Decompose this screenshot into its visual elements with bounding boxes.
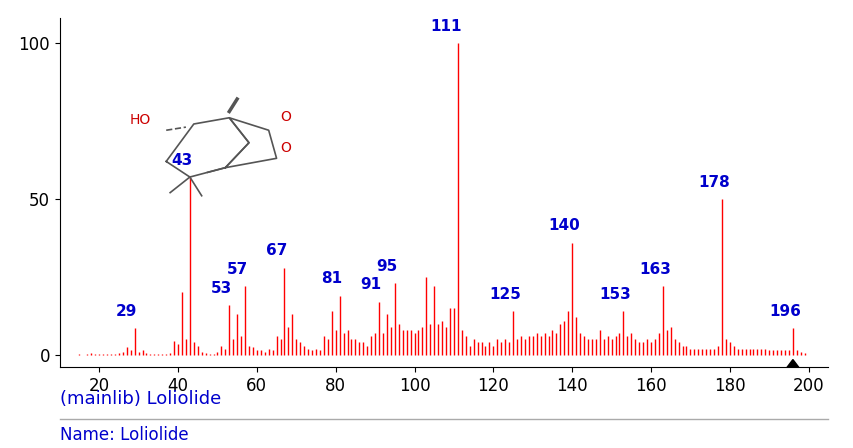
Text: 125: 125 bbox=[489, 287, 520, 302]
Text: 153: 153 bbox=[599, 287, 630, 302]
Text: 163: 163 bbox=[638, 262, 670, 277]
Text: 140: 140 bbox=[548, 218, 579, 233]
Text: O: O bbox=[280, 141, 291, 155]
Text: 53: 53 bbox=[211, 280, 232, 296]
Text: 29: 29 bbox=[116, 304, 137, 319]
Text: Name: Loliolide: Name: Loliolide bbox=[60, 426, 189, 444]
Text: 95: 95 bbox=[376, 259, 397, 274]
Text: 57: 57 bbox=[226, 262, 247, 277]
Polygon shape bbox=[786, 360, 798, 367]
Text: HO: HO bbox=[129, 113, 150, 127]
Text: 91: 91 bbox=[360, 277, 381, 293]
Text: (mainlib) Loliolide: (mainlib) Loliolide bbox=[60, 390, 221, 408]
Text: 67: 67 bbox=[265, 243, 287, 258]
Text: 196: 196 bbox=[769, 304, 800, 319]
Text: 43: 43 bbox=[171, 153, 193, 168]
Text: 111: 111 bbox=[430, 18, 461, 34]
Text: 81: 81 bbox=[321, 271, 342, 286]
Text: 178: 178 bbox=[698, 175, 729, 190]
Text: O: O bbox=[280, 110, 291, 124]
